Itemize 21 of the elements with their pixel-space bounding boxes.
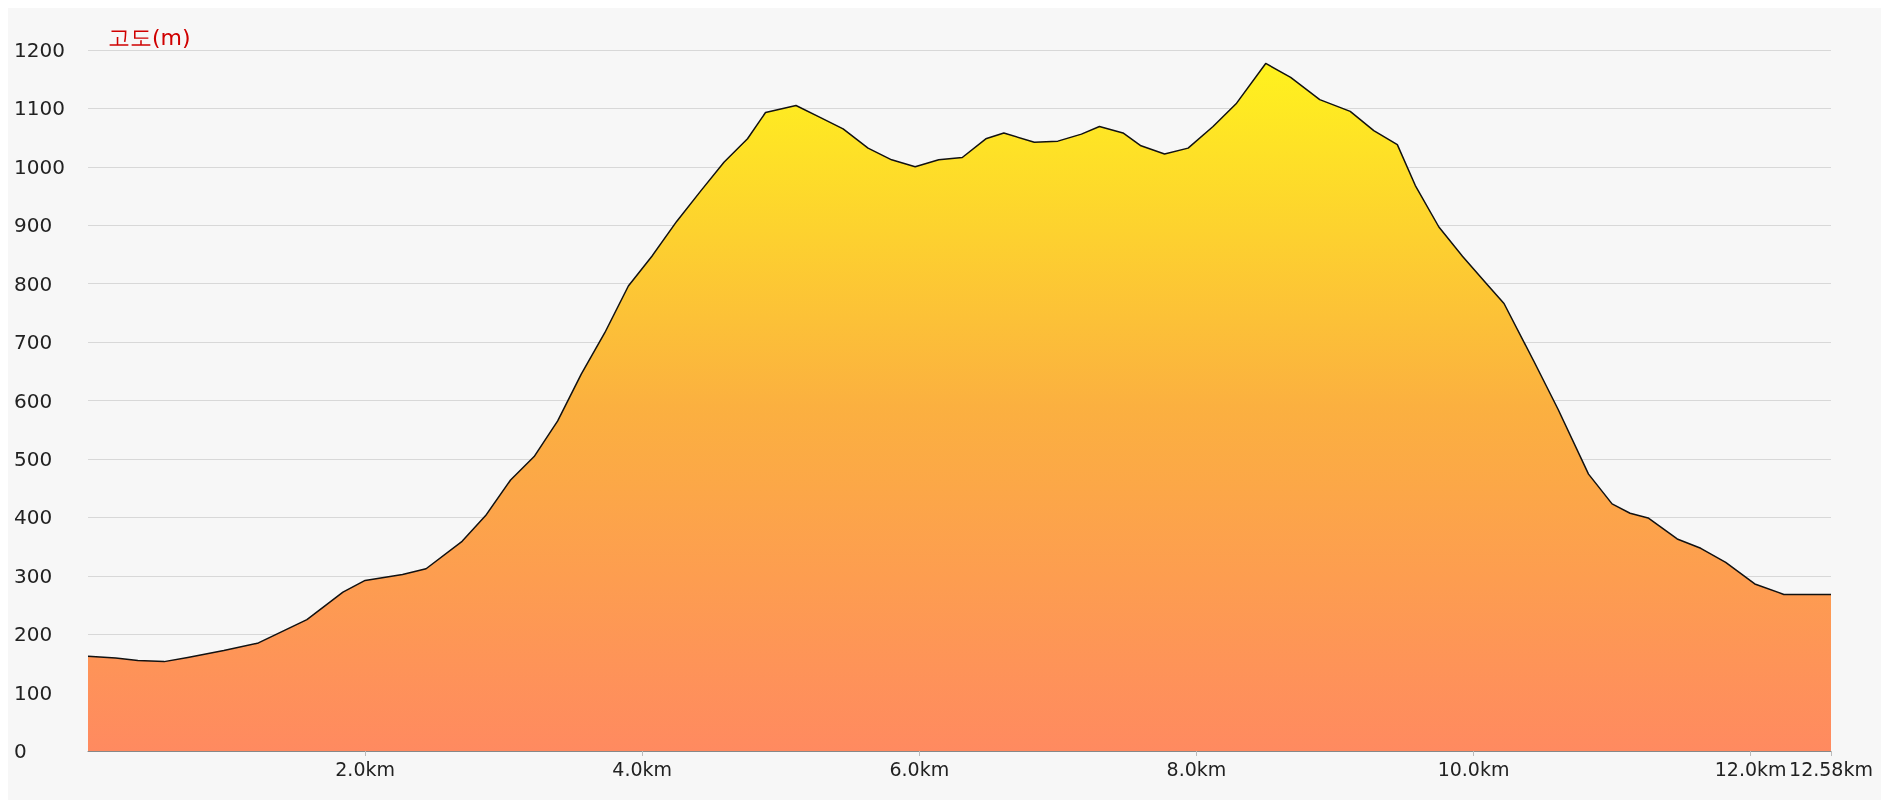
y-tick-label: 1000 bbox=[14, 154, 65, 179]
y-tick-label: 900 bbox=[14, 213, 53, 238]
y-tick-label: 0 bbox=[14, 739, 27, 763]
x-tick-label: 6.0km bbox=[889, 757, 950, 780]
y-tick-label: 500 bbox=[14, 446, 53, 471]
y-tick-label: 1200 bbox=[14, 38, 65, 62]
y-tick-label: 100 bbox=[14, 680, 53, 705]
x-tick-label: 12.0km bbox=[1714, 757, 1787, 780]
y-tick-label: 800 bbox=[14, 271, 53, 296]
x-tick-label: 10.0km bbox=[1437, 757, 1510, 780]
x-tick-label: 2.0km bbox=[335, 757, 395, 780]
y-tick-label: 600 bbox=[14, 388, 53, 413]
x-tick-label: 12.58km bbox=[1789, 757, 1873, 780]
x-tick-label: 8.0km bbox=[1166, 757, 1227, 780]
y-tick-label: 300 bbox=[14, 563, 53, 588]
y-tick-label: 1100 bbox=[14, 96, 65, 121]
y-tick-label: 400 bbox=[14, 505, 53, 530]
x-tick-label: 4.0km bbox=[612, 757, 673, 780]
y-tick-label: 200 bbox=[14, 622, 53, 647]
y-axis-title: 고도(m) bbox=[108, 24, 191, 50]
y-tick-label: 700 bbox=[14, 330, 53, 355]
